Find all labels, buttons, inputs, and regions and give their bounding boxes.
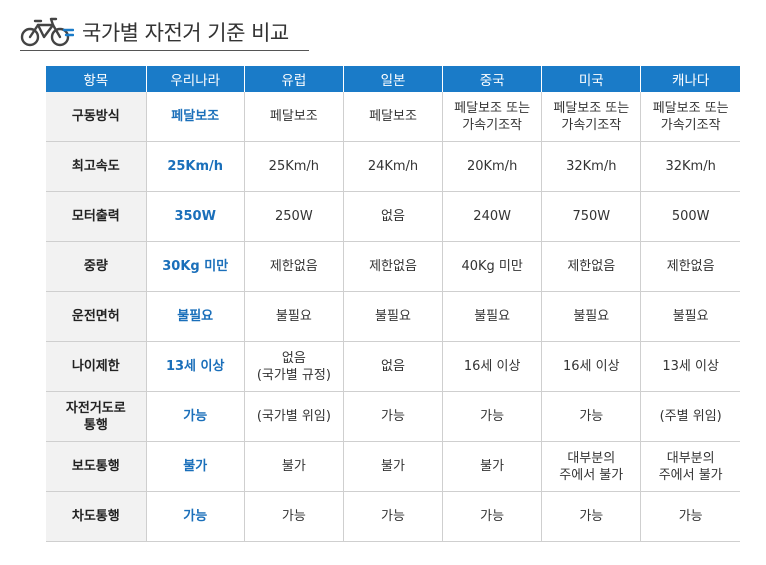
header-japan: 일본 — [342, 66, 444, 92]
table-cell: 불필요 — [442, 291, 542, 342]
table-row: 차도통행 가능 가능 가능 가능 가능 가능 — [46, 491, 740, 542]
table-cell: 250W — [243, 191, 344, 242]
table-cell: 가능 — [640, 491, 740, 542]
table-cell: 불필요 — [541, 291, 641, 342]
table-cell: 불필요 — [342, 291, 443, 342]
row-label: 자전거도로 통행 — [46, 391, 147, 442]
table-cell: 가능 — [442, 491, 542, 542]
table-cell: 제한없음 — [541, 241, 641, 292]
table-cell: 페달보조 — [145, 92, 245, 142]
table-cell: 350W — [145, 191, 245, 242]
table-row: 운전면허 불필요 불필요 불필요 불필요 불필요 불필요 — [46, 291, 740, 342]
table-row: 자전거도로 통행 가능 (국가별 위임) 가능 가능 가능 (주별 위임) — [46, 391, 740, 442]
table-cell: 24Km/h — [342, 141, 443, 192]
table-cell: 없음 — [342, 341, 443, 392]
table-cell: 없음 — [342, 191, 443, 242]
table-cell: 불필요 — [640, 291, 740, 342]
bicycle-icon — [20, 17, 74, 47]
table-cell: 불가 — [243, 441, 344, 492]
table-cell: 가능 — [442, 391, 542, 442]
table-row: 구동방식 페달보조 페달보조 페달보조 페달보조 또는 가속기조작 페달보조 또는 가속기… — [46, 92, 740, 142]
table-cell: 25Km/h — [243, 141, 344, 192]
table-cell: 32Km/h — [640, 141, 740, 192]
table-cell: 페달보조 또는 가속기조작 — [442, 92, 542, 142]
header-china: 중국 — [442, 66, 543, 92]
table-cell: 페달보조 — [243, 92, 344, 142]
table-cell: 20Km/h — [442, 141, 542, 192]
table-cell: 제한없음 — [243, 241, 344, 292]
row-label: 모터출력 — [46, 191, 147, 242]
table-cell: 페달보조 또는 가속기조작 — [541, 92, 641, 142]
header-item: 항목 — [46, 66, 147, 92]
table-cell: 가능 — [145, 491, 245, 542]
header-korea: 우리나라 — [145, 66, 245, 92]
table-cell: 240W — [442, 191, 542, 242]
table-cell: 750W — [541, 191, 641, 242]
table-header-row: 항목 우리나라 유럽 일본 중국 미국 캐나다 — [46, 66, 740, 92]
table-cell: 13세 이상 — [640, 341, 740, 392]
table-cell: 가능 — [145, 391, 245, 442]
page-title: 국가별 자전거 기준 비교 — [82, 21, 289, 45]
table-cell: 불가 — [342, 441, 443, 492]
table-cell: 페달보조 — [342, 92, 443, 142]
row-label: 운전면허 — [46, 291, 147, 342]
table-cell: 불필요 — [145, 291, 245, 342]
table-cell: 가능 — [541, 491, 641, 542]
table-cell: (주별 위임) — [640, 391, 740, 442]
header-canada: 캐나다 — [640, 66, 740, 92]
table-row: 중량 30Kg 미만 제한없음 제한없음 40Kg 미만 제한없음 제한없음 — [46, 241, 740, 292]
table-row: 나이제한 13세 이상 없음 (국가별 규정) 없음 16세 이상 16세 이상 13세 이… — [46, 341, 740, 392]
table-row: 모터출력 350W 250W 없음 240W 750W 500W — [46, 191, 740, 242]
row-label: 중량 — [46, 241, 147, 292]
table-row: 보도통행 불가 불가 불가 불가 대부분의 주에서 불가 대부분의 주에서 불가 — [46, 441, 740, 492]
row-label: 구동방식 — [46, 92, 147, 142]
table-cell: 불필요 — [243, 291, 344, 342]
table-cell: 13세 이상 — [145, 341, 245, 392]
table-cell: 대부분의 주에서 불가 — [541, 441, 641, 492]
table-cell: 가능 — [342, 491, 443, 542]
table-cell: 페달보조 또는 가속기조작 — [640, 92, 740, 142]
table-cell: 불가 — [442, 441, 542, 492]
table-cell: 없음 (국가별 규정) — [243, 341, 344, 392]
row-label: 나이제한 — [46, 341, 147, 392]
table-cell: 16세 이상 — [541, 341, 641, 392]
comparison-table: 항목 우리나라 유럽 일본 중국 미국 캐나다 구동방식 페달보조 페달보조 페달보조… — [46, 66, 740, 542]
table-cell: 30Kg 미만 — [145, 241, 245, 292]
table-cell: 불가 — [145, 441, 245, 492]
table-cell: 제한없음 — [342, 241, 443, 292]
page-header: 국가별 자전거 기준 비교 — [20, 14, 309, 51]
table-cell: 16세 이상 — [442, 341, 542, 392]
table-cell: 25Km/h — [145, 141, 245, 192]
row-label: 보도통행 — [46, 441, 147, 492]
header-usa: 미국 — [541, 66, 642, 92]
table-cell: 가능 — [342, 391, 443, 442]
table-cell: 32Km/h — [541, 141, 641, 192]
row-label: 최고속도 — [46, 141, 147, 192]
table-cell: 500W — [640, 191, 740, 242]
table-cell: 가능 — [243, 491, 344, 542]
row-label: 차도통행 — [46, 491, 147, 542]
table-cell: 40Kg 미만 — [442, 241, 542, 292]
table-row: 최고속도 25Km/h 25Km/h 24Km/h 20Km/h 32Km/h 32Km/h — [46, 141, 740, 192]
table-cell: 제한없음 — [640, 241, 740, 292]
table-cell: 가능 — [541, 391, 641, 442]
table-cell: (국가별 위임) — [243, 391, 344, 442]
table-cell: 대부분의 주에서 불가 — [640, 441, 740, 492]
header-europe: 유럽 — [243, 66, 344, 92]
